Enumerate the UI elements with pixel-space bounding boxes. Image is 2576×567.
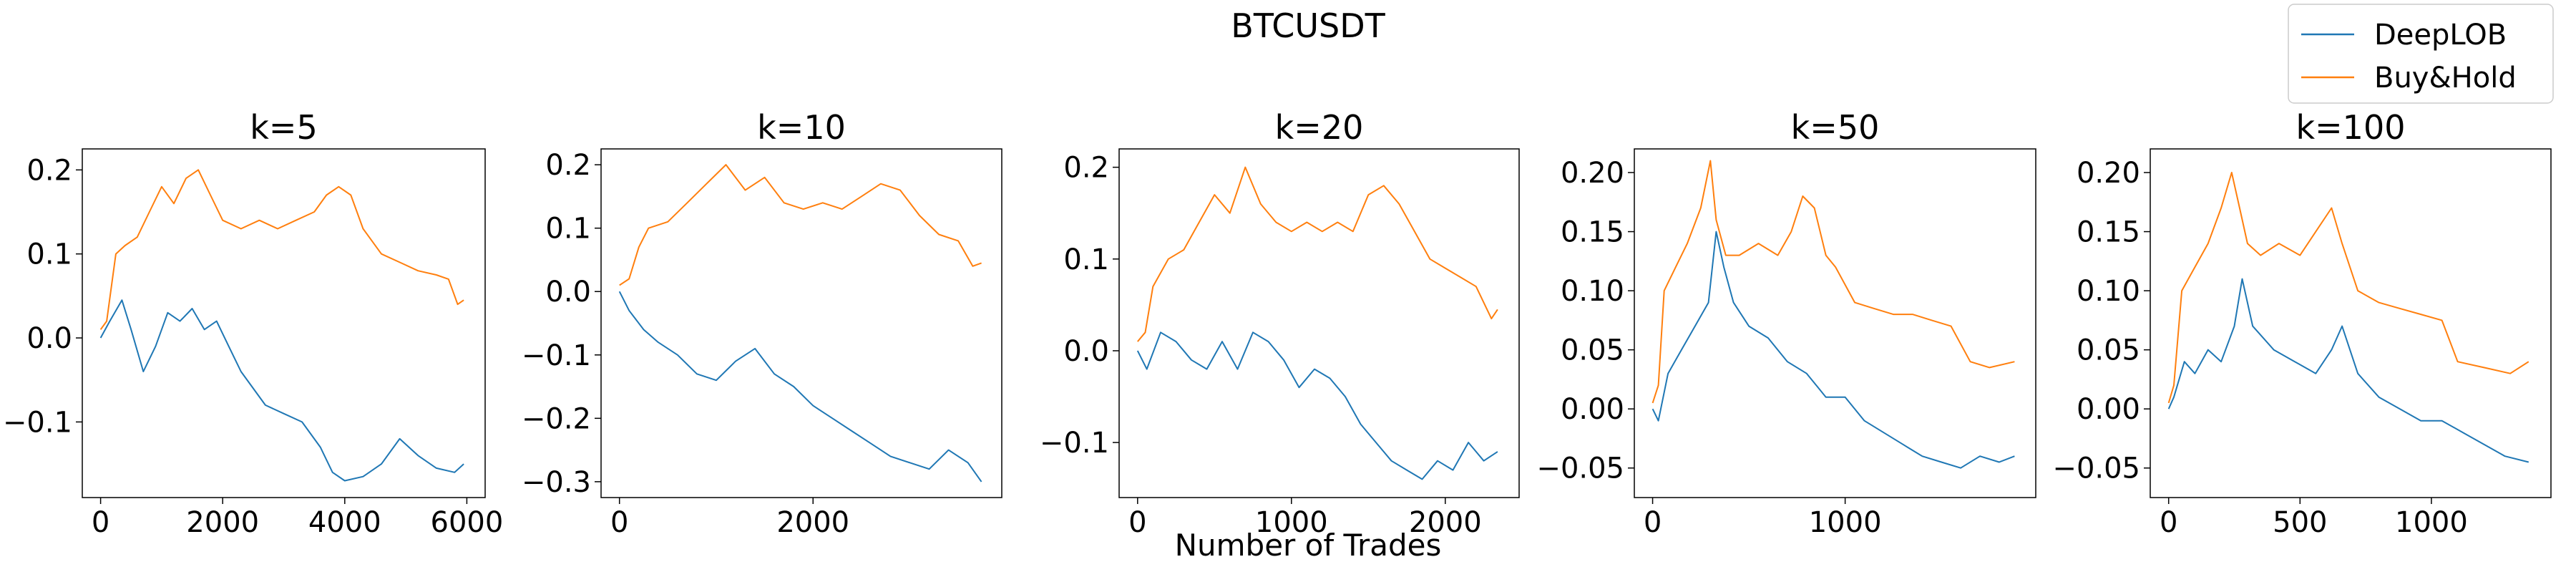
axes-frame <box>1118 148 1520 498</box>
x-axis-label: Number of Trades <box>1175 528 1442 563</box>
subplot-2: k=10 0 2000 −0.3 −0.2 −0.1 0.0 0.1 0.2 <box>522 108 1002 539</box>
y-tick-label: 0.00 <box>2077 393 2140 426</box>
x-tick-label: 2000 <box>1409 506 1482 539</box>
subplot-5: k=100 0 500 1000 −0.05 0.00 0.05 0.10 0.15 0.20 <box>2052 108 2552 539</box>
y-tick-label: −0.1 <box>522 339 591 372</box>
x-tick-label: 0 <box>610 506 628 539</box>
axes-frame <box>82 148 486 498</box>
legend-box <box>2288 4 2554 104</box>
y-tick-label: 0.2 <box>26 154 72 187</box>
x-tick-label: 1000 <box>2395 506 2468 539</box>
y-tick-label: 0.10 <box>2077 275 2140 308</box>
series-line-buy-hold <box>619 164 982 286</box>
y-tick-label: 0.0 <box>26 322 72 355</box>
y-tick-label: 0.0 <box>545 276 591 309</box>
subplot-title: k=20 <box>1275 108 1364 147</box>
y-tick-label: 0.0 <box>1063 335 1109 368</box>
series-group <box>1652 160 2015 469</box>
subplot-1: k=5 0 2000 4000 6000 −0.1 0.0 0.1 0.2 <box>3 108 503 539</box>
x-tick-label: 500 <box>2273 506 2327 539</box>
y-tick-label: 0.1 <box>545 213 591 246</box>
y-tick-label: 0.1 <box>1063 243 1109 276</box>
series-group <box>618 164 982 483</box>
y-tick-label: 0.05 <box>2077 334 2140 367</box>
y-tick-label: −0.1 <box>3 406 72 439</box>
y-tick-label: −0.05 <box>2052 452 2140 485</box>
series-line-buy-hold <box>2167 172 2529 404</box>
legend: DeepLOB Buy&Hold <box>2288 4 2554 104</box>
subplot-title: k=50 <box>1791 108 1880 147</box>
series-line-deeplob <box>1136 331 1498 480</box>
subplot-panels: k=50 2000 4000 6000−0.10.00.10.2k=100 2000−0… <box>3 108 2552 539</box>
y-tick-label: −0.1 <box>1040 427 1109 460</box>
axes-frame <box>600 148 1002 498</box>
series-line-deeplob <box>618 291 982 483</box>
y-tick-label: −0.2 <box>522 402 591 435</box>
x-tick-label: 6000 <box>431 506 504 539</box>
y-tick-label: 0.20 <box>2077 157 2140 190</box>
y-tick-label: 0.00 <box>1561 393 1624 426</box>
series-line-buy-hold <box>99 169 464 330</box>
x-tick-label: 2000 <box>776 506 849 539</box>
x-tick-label: 1000 <box>1255 506 1328 539</box>
series-group <box>1136 166 1498 480</box>
series-line-deeplob <box>1652 231 2015 469</box>
x-tick-label: 0 <box>92 506 109 539</box>
y-tick-label: 0.20 <box>1561 157 1624 190</box>
figure-title: BTCUSDT <box>1231 6 1385 45</box>
subplot-title: k=100 <box>2296 108 2406 147</box>
y-tick-label: 0.10 <box>1561 275 1624 308</box>
series-group <box>2167 172 2529 463</box>
legend-label: Buy&Hold <box>2374 62 2517 94</box>
y-tick-label: 0.15 <box>1561 216 1624 249</box>
series-line-deeplob <box>99 299 464 482</box>
axes-frame <box>2150 148 2552 498</box>
y-tick-label: 0.1 <box>26 238 72 271</box>
subplot-title: k=10 <box>757 108 846 147</box>
series-line-buy-hold <box>1137 166 1498 342</box>
subplot-3: k=20 0 1000 2000 −0.1 0.0 0.1 0.2 <box>1040 108 1520 539</box>
y-tick-label: 0.15 <box>2077 216 2140 249</box>
x-tick-label: 2000 <box>186 506 259 539</box>
legend-label: DeepLOB <box>2374 19 2507 52</box>
y-tick-label: 0.2 <box>1063 152 1109 185</box>
x-tick-label: 0 <box>1644 506 1662 539</box>
subplot-4: k=50 0 1000 −0.05 0.00 0.05 0.10 0.15 0.20 <box>1536 108 2036 539</box>
axes-frame <box>1634 148 2036 498</box>
series-group <box>99 169 464 482</box>
series-line-deeplob <box>2167 278 2529 463</box>
y-tick-label: 0.05 <box>1561 334 1624 367</box>
y-tick-label: −0.05 <box>1536 452 1624 485</box>
x-tick-label: 1000 <box>1809 506 1882 539</box>
x-tick-label: 0 <box>2160 506 2177 539</box>
y-tick-label: −0.3 <box>522 466 591 499</box>
subplot-title: k=5 <box>250 108 317 147</box>
x-tick-label: 0 <box>1128 506 1146 539</box>
y-tick-label: 0.2 <box>545 149 591 182</box>
x-tick-label: 4000 <box>308 506 381 539</box>
series-line-buy-hold <box>1652 160 2015 404</box>
